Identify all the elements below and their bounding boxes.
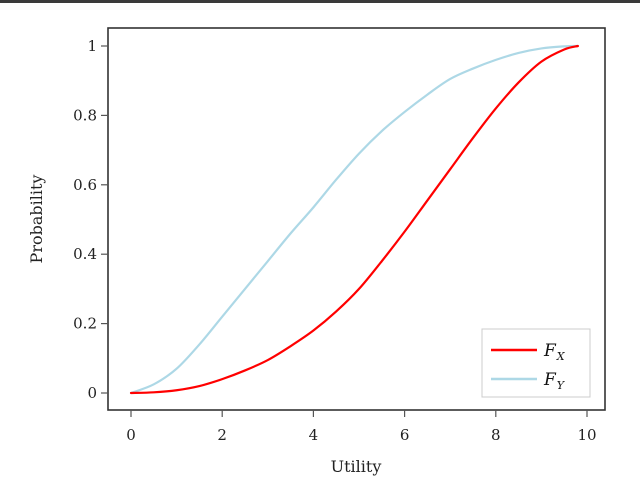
top-border bbox=[0, 0, 640, 3]
legend-label-f-y: FY bbox=[543, 370, 566, 392]
x-axis: 0 2 4 6 8 10 bbox=[126, 410, 597, 444]
y-tick-label: 0.4 bbox=[73, 245, 97, 263]
y-tick-label: 1 bbox=[87, 37, 97, 55]
y-tick-label: 0.2 bbox=[73, 315, 97, 333]
x-tick-label: 4 bbox=[309, 426, 319, 444]
x-tick-label: 2 bbox=[217, 426, 227, 444]
curves bbox=[129, 44, 579, 395]
y-tick-label: 0.8 bbox=[73, 106, 97, 124]
x-tick-label: 10 bbox=[577, 426, 596, 444]
y-axis: 0 0.2 0.4 0.6 0.8 1 bbox=[73, 37, 108, 402]
legend-label-f-x: FX bbox=[543, 341, 566, 363]
y-tick-label: 0 bbox=[87, 384, 97, 402]
y-axis-label: Probability bbox=[27, 175, 46, 264]
x-tick-label: 0 bbox=[126, 426, 136, 444]
series-line-f-y bbox=[129, 44, 579, 395]
x-tick-label: 6 bbox=[400, 426, 410, 444]
legend-box bbox=[481, 328, 591, 398]
x-tick-label: 8 bbox=[491, 426, 501, 444]
legend: FX FY bbox=[481, 328, 591, 398]
series-line-f-x bbox=[129, 44, 579, 395]
y-tick-label: 0.6 bbox=[73, 176, 97, 194]
x-axis-label: Utility bbox=[331, 457, 382, 476]
